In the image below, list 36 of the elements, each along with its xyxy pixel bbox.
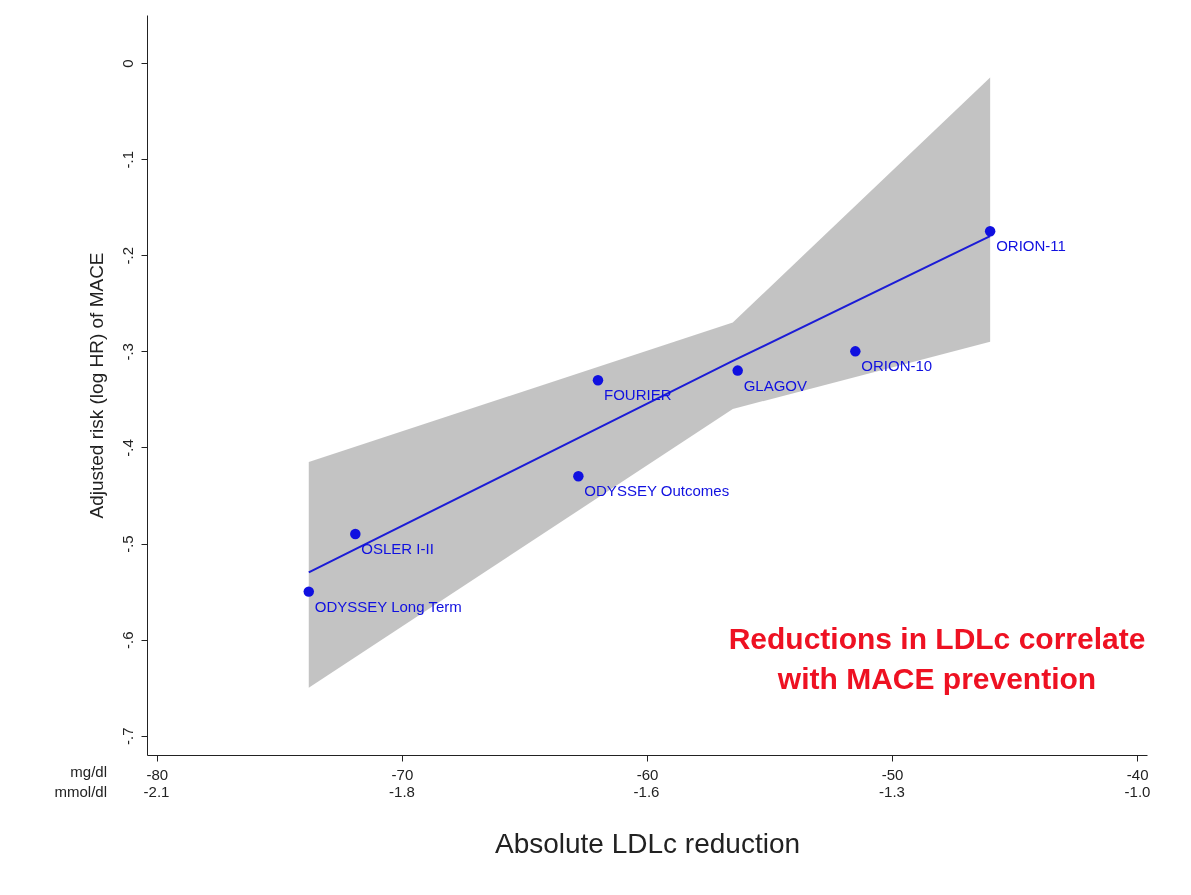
- y-tick-label: -.7: [118, 727, 136, 746]
- x2-tick-label: -1.8: [389, 783, 415, 800]
- x2-tick-label: -1.6: [633, 783, 660, 800]
- point: [984, 226, 996, 237]
- y-tick-label: -.3: [118, 343, 136, 361]
- annotation: ODYSSEY Outcomes: [584, 482, 730, 500]
- point: [350, 528, 361, 540]
- y-tick-label: -.2: [118, 247, 136, 265]
- text: mg/dl: [70, 763, 107, 780]
- x-tick-label: -70: [391, 765, 414, 783]
- text: mmol/dl: [54, 783, 107, 800]
- y-tick-label: -.6: [118, 631, 136, 649]
- x2-tick-label: -1.3: [879, 783, 905, 800]
- point: [573, 471, 584, 482]
- y-axis-title: Adjusted risk (log HR) of MACE: [85, 252, 107, 519]
- y-tick-label: 0: [118, 59, 136, 68]
- x-tick-label: -80: [146, 765, 169, 783]
- annotation: GLAGOV: [743, 376, 808, 394]
- annotation: ORION-10: [861, 357, 933, 375]
- x-tick-label: -60: [636, 765, 659, 783]
- x2-tick-label: -1.0: [1124, 783, 1151, 800]
- annotation: ORION-11: [996, 237, 1066, 255]
- point: [592, 374, 604, 386]
- x-axis-title: Absolute LDLc reduction: [494, 827, 801, 859]
- annotation: OSLER I-II: [361, 539, 434, 557]
- point: [303, 586, 315, 597]
- annotation: Reductions in LDLc correlate with MACE prevention: [728, 622, 1146, 695]
- point: [850, 346, 861, 357]
- y-tick-label: -.1: [118, 150, 136, 169]
- x2-tick-label: -2.1: [143, 783, 170, 800]
- annotation: ODYSSEY Long Term: [314, 597, 462, 615]
- y-tick-label: -.5: [118, 535, 136, 553]
- point: [732, 365, 743, 376]
- y-tick-label: -.4: [118, 439, 136, 457]
- x-tick-label: -50: [881, 765, 904, 783]
- x-tick-label: -40: [1126, 765, 1149, 783]
